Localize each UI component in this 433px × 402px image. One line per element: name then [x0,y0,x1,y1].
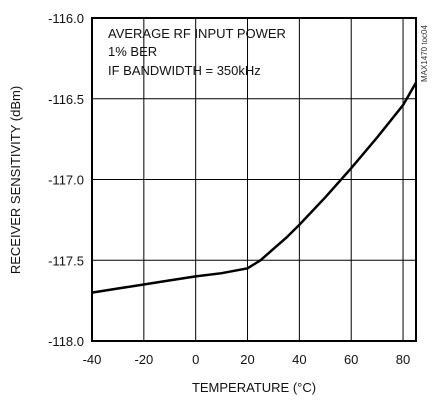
y-tick-label: -116.5 [48,92,84,107]
x-tick-label: -20 [134,352,153,367]
y-tick-label: -117.0 [48,173,84,188]
annotation-line-3: IF BANDWIDTH = 350kHz [108,63,261,78]
y-axis-title: RECEIVER SENSITIVITY (dBm) [8,86,23,274]
x-tick-label: 20 [240,352,254,367]
x-axis-title: TEMPERATURE (°C) [192,380,316,395]
y-tick-labels: -116.0 -116.5 -117.0 -117.5 -118.0 [48,11,84,349]
annotation-line-2: 1% BER [108,44,157,59]
annotation-line-1: AVERAGE RF INPUT POWER [108,26,286,41]
x-tick-label: 80 [396,352,410,367]
x-tick-label: -40 [83,352,102,367]
y-tick-label: -116.0 [48,11,84,26]
x-tick-labels: -40 -20 0 20 40 60 80 [83,352,411,367]
gridlines [92,18,416,341]
x-tick-label: 0 [192,352,199,367]
plot-frame [91,17,417,342]
y-tick-label: -117.5 [48,253,84,268]
x-tick-label: 60 [344,352,358,367]
y-tick-label: -118.0 [48,334,84,349]
sensitivity-line [91,81,418,294]
side-label: MAX1470 toc04 [420,25,429,82]
x-tick-label: 40 [292,352,306,367]
